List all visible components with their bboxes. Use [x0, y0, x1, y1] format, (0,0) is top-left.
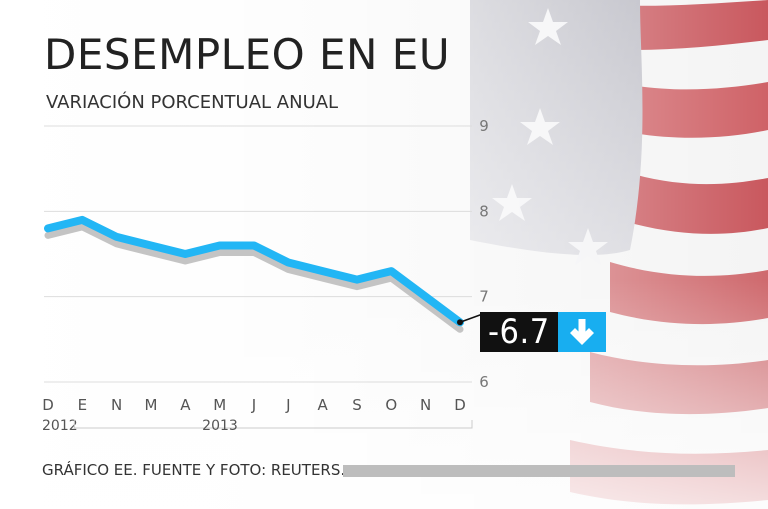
- x-tick-label: S: [352, 396, 362, 414]
- source-note: GRÁFICO EE. FUENTE Y FOTO: REUTERS.: [42, 461, 346, 479]
- year-labels: 2012 2013: [42, 418, 473, 434]
- x-tick-label: J: [285, 396, 290, 414]
- x-tick-label: M: [213, 396, 226, 414]
- y-tick-label: 6: [479, 373, 489, 391]
- y-tick-label: 9: [479, 117, 489, 135]
- down-arrow-icon: [557, 312, 606, 352]
- last-point: [457, 319, 463, 326]
- y-axis-labels: 9 8 7 6: [479, 117, 489, 391]
- x-tick-label: E: [78, 396, 87, 414]
- gridlines: [44, 125, 472, 383]
- x-tick-label: O: [385, 396, 397, 414]
- x-tick-label: A: [180, 396, 191, 414]
- year-label-2012: 2012: [42, 418, 78, 434]
- series-line: [44, 215, 464, 327]
- series-shadow: [44, 223, 464, 333]
- year-label-2013: 2013: [202, 418, 238, 434]
- x-tick-label: D: [42, 396, 54, 414]
- x-tick-label: N: [111, 396, 122, 414]
- x-tick-label: A: [318, 396, 329, 414]
- year-bracket-2013: [73, 420, 473, 429]
- callout-leader: [459, 313, 483, 323]
- x-tick-label: M: [145, 396, 158, 414]
- x-tick-label: D: [454, 396, 466, 414]
- y-tick-label: 7: [479, 288, 489, 306]
- footer-bar: [343, 465, 735, 477]
- x-tick-label: J: [251, 396, 256, 414]
- chart-subtitle: VARIACIÓN PORCENTUAL ANUAL: [46, 92, 339, 113]
- chart-title: DESEMPLEO EN EU: [44, 30, 451, 79]
- last-value-callout: -6.7: [480, 312, 606, 352]
- series-unemployment: [44, 215, 483, 333]
- y-tick-label: 8: [479, 202, 489, 220]
- callout-value: -6.7: [480, 312, 558, 352]
- x-tick-label: N: [420, 396, 431, 414]
